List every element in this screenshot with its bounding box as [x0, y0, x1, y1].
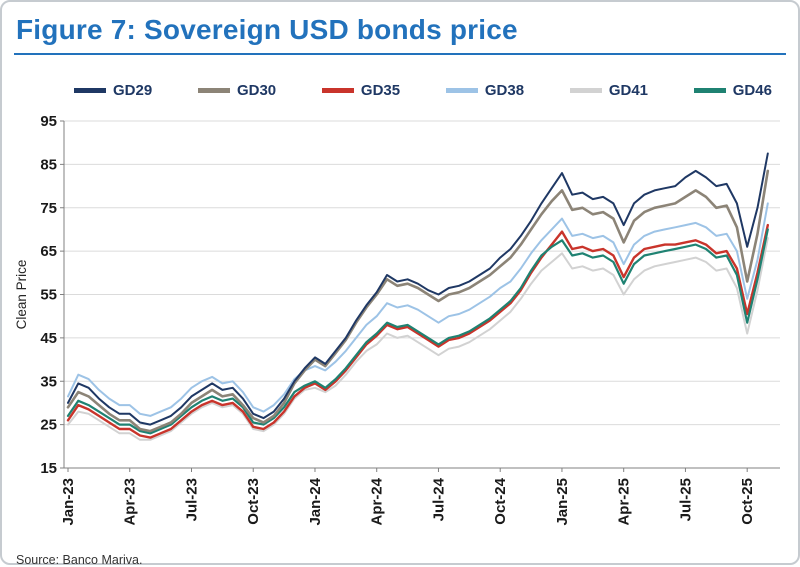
legend-label-gd35: GD35	[360, 81, 401, 99]
chart-legend: GD29 GD30 GD35 GD38 GD41 GD46	[74, 79, 772, 101]
bond-price-chart: 15 25 35 45 55 65 75 85 95 Jan-23 Apr-23 Jul-23 Oct-…	[14, 113, 780, 526]
legend-swatch-gd30	[197, 87, 230, 93]
y-gridlines	[64, 120, 780, 469]
legend-swatch-gd41	[569, 87, 602, 93]
x-tick-label: Apr-25	[616, 478, 633, 526]
series-line-gd41	[67, 237, 769, 441]
legend-label-gd38: GD38	[484, 81, 525, 99]
y-tick-label: 45	[40, 330, 57, 347]
y-tick-label: 15	[40, 460, 57, 477]
figure-title: Figure 7: Sovereign USD bonds price	[16, 14, 518, 45]
x-tick-label: Apr-23	[122, 478, 139, 526]
x-tick-label: Apr-24	[369, 477, 386, 525]
y-tick-label: 25	[40, 417, 57, 434]
legend-swatch-gd29	[74, 87, 106, 93]
series-line-gd30	[66, 169, 770, 433]
legend-label-gd41: GD41	[608, 81, 648, 99]
legend-item-gd35: GD35	[321, 81, 401, 99]
series-line-gd29	[67, 152, 769, 426]
y-tick-label: 65	[40, 243, 57, 260]
x-axis-labels: Jan-23 Apr-23 Jul-23 Oct-23 Jan-24 Apr-24 Jul-…	[60, 468, 756, 526]
y-axis-title: Clean Price	[14, 260, 29, 330]
source-text: Source: Banco Mariva.	[16, 553, 143, 567]
x-tick-label: Oct-24	[492, 477, 509, 524]
legend-item-gd29: GD29	[74, 82, 152, 99]
x-tick-label: Jul-23	[183, 478, 200, 521]
x-tick-label: Jan-23	[60, 478, 77, 526]
x-tick-label: Jul-25	[677, 478, 694, 521]
legend-label-gd30: GD30	[236, 81, 277, 99]
y-tick-label: 55	[40, 287, 57, 304]
legend-label-gd29: GD29	[113, 81, 153, 99]
title-underline	[14, 53, 786, 55]
x-tick-label: Jan-24	[307, 477, 324, 525]
x-tick-label: Jul-24	[430, 477, 447, 521]
legend-item-gd46: GD46	[693, 81, 772, 99]
series-line-gd38	[67, 202, 769, 417]
legend-item-gd38: GD38	[445, 81, 525, 99]
legend-swatch-gd46	[693, 87, 726, 93]
legend-label-gd46: GD46	[732, 81, 772, 99]
y-tick-label: 75	[40, 200, 57, 217]
x-tick-label: Jan-25	[554, 478, 571, 526]
y-axis-labels: 15 25 35 45 55 65 75 85 95	[40, 113, 64, 477]
series-line-gd35	[66, 223, 769, 439]
legend-swatch-gd38	[445, 87, 478, 93]
x-tick-label: Oct-25	[739, 478, 756, 525]
y-tick-label: 95	[40, 113, 57, 130]
series-lines	[66, 152, 770, 441]
x-tick-label: Oct-23	[245, 478, 262, 525]
y-tick-label: 35	[40, 373, 57, 390]
legend-item-gd41: GD41	[569, 81, 648, 99]
y-tick-label: 85	[40, 156, 57, 173]
series-line-gd46	[66, 228, 769, 435]
legend-item-gd30: GD30	[197, 81, 277, 99]
legend-swatch-gd35	[321, 87, 354, 93]
